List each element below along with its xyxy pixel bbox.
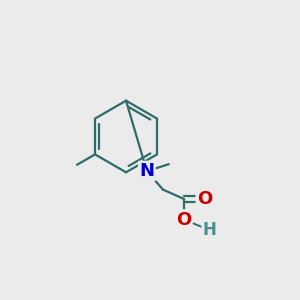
Text: H: H	[203, 221, 217, 239]
Text: O: O	[197, 190, 212, 208]
Text: O: O	[176, 211, 191, 229]
Text: N: N	[139, 162, 154, 180]
